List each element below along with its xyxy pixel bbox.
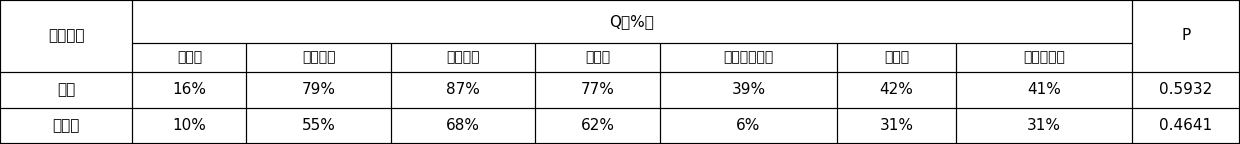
Bar (956, 72, 1132, 108)
Text: 处理方法: 处理方法 (48, 29, 84, 43)
Text: 39%: 39% (732, 83, 765, 97)
Text: 粉碎: 粉碎 (57, 83, 76, 97)
Bar (391, 43, 536, 72)
Bar (1132, 108, 1240, 144)
Text: 68%: 68% (446, 119, 480, 133)
Text: 62%: 62% (580, 119, 615, 133)
Bar (0, 108, 133, 144)
Text: 87%: 87% (446, 83, 480, 97)
Text: 氧化芍药: 氧化芍药 (301, 51, 335, 65)
Text: 苯甲酸: 苯甲酸 (884, 51, 909, 65)
Bar (247, 72, 391, 108)
Bar (247, 108, 391, 144)
Text: 79%: 79% (301, 83, 336, 97)
Bar (536, 72, 660, 108)
Bar (133, 72, 247, 108)
Bar (133, 108, 247, 144)
Text: 16%: 16% (172, 83, 206, 97)
Bar (536, 43, 660, 72)
Text: 苯甲酰芍药: 苯甲酰芍药 (1023, 51, 1065, 65)
Bar (0, 0, 133, 72)
Bar (536, 108, 660, 144)
Bar (133, 43, 247, 72)
Text: 10%: 10% (172, 119, 206, 133)
Text: 77%: 77% (580, 83, 614, 97)
Text: 0.5932: 0.5932 (1159, 83, 1213, 97)
Text: 55%: 55% (301, 119, 336, 133)
Text: 42%: 42% (879, 83, 914, 97)
Text: 未粉碎: 未粉碎 (52, 119, 79, 133)
Bar (391, 72, 536, 108)
Text: 没食子: 没食子 (177, 51, 202, 65)
Text: 31%: 31% (1027, 119, 1061, 133)
Text: Q（%）: Q（%） (610, 14, 655, 29)
Bar (660, 43, 837, 72)
Text: P: P (1182, 29, 1190, 43)
Text: 0.4641: 0.4641 (1159, 119, 1213, 133)
Text: 6%: 6% (737, 119, 760, 133)
Bar (247, 43, 391, 72)
Text: 31%: 31% (879, 119, 914, 133)
Bar (956, 43, 1132, 72)
Text: 41%: 41% (1027, 83, 1060, 97)
Bar (837, 108, 956, 144)
Bar (660, 72, 837, 108)
Bar (0, 72, 133, 108)
Bar (1132, 0, 1240, 72)
Bar (1132, 72, 1240, 108)
Bar (660, 108, 837, 144)
Bar (837, 43, 956, 72)
Text: 没食子酰芍药: 没食子酰芍药 (723, 51, 774, 65)
Bar (391, 108, 536, 144)
Text: 芍药内酯: 芍药内酯 (446, 51, 480, 65)
Bar (837, 72, 956, 108)
Bar (133, 0, 1132, 43)
Bar (956, 108, 1132, 144)
Text: 芍药苷: 芍药苷 (585, 51, 610, 65)
